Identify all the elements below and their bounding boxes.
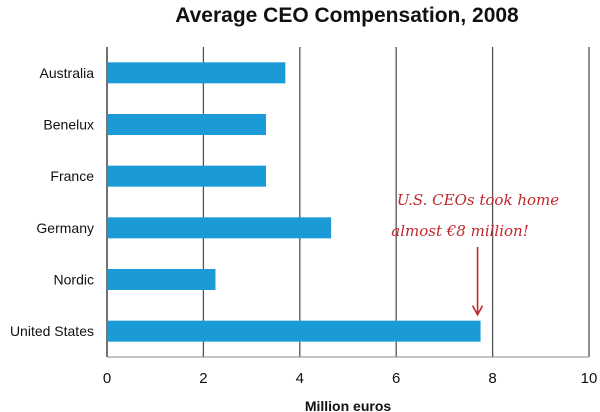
bar-germany: [107, 217, 332, 239]
x-tick-labels: 0 2 4 6 8 10: [103, 370, 598, 387]
x-tick-label: 8: [488, 370, 496, 387]
category-label: Australia: [40, 65, 95, 81]
x-tick-label: 4: [296, 370, 304, 387]
annotation-line-2: almost €8 million!: [391, 222, 528, 240]
category-label: Nordic: [54, 272, 94, 288]
x-axis-label: Million euros: [305, 398, 392, 412]
bar-benelux: [107, 114, 267, 135]
bar-australia: [107, 62, 286, 84]
x-tick-label: 0: [103, 370, 111, 387]
annotation-line-1: U.S. CEOs took home: [397, 191, 559, 209]
chart-title: Average CEO Compensation, 2008: [175, 4, 519, 27]
x-tick-label: 10: [581, 370, 598, 387]
x-tick-label: 6: [392, 370, 400, 387]
gridlines: [106, 47, 590, 358]
category-labels: Australia Benelux France Germany Nordic Unite…: [10, 65, 94, 339]
category-label: France: [50, 168, 94, 184]
category-label: Germany: [36, 220, 94, 236]
category-label: Benelux: [43, 117, 94, 133]
bar-nordic: [107, 269, 216, 290]
annotation-arrowhead: [471, 305, 484, 317]
bar-france: [107, 165, 267, 187]
x-tick-label: 2: [199, 370, 207, 387]
category-label: United States: [10, 323, 94, 339]
annotation: U.S. CEOs took home almost €8 million!: [391, 191, 559, 317]
bar-united-states: [107, 320, 481, 342]
bars: [107, 62, 481, 342]
